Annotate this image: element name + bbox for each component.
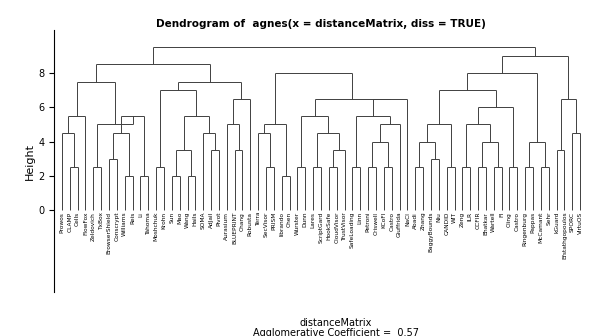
Text: Castro: Castro xyxy=(515,212,520,231)
Text: Conscrypt: Conscrypt xyxy=(115,212,119,242)
Text: Li: Li xyxy=(138,212,143,217)
Text: Pivot: Pivot xyxy=(217,212,221,226)
Text: Wartell: Wartell xyxy=(491,212,496,233)
Text: Moshchuk: Moshchuk xyxy=(154,212,158,241)
Text: PRISM: PRISM xyxy=(271,212,277,230)
Text: CloudVisor: CloudVisor xyxy=(334,212,339,243)
Text: KCoFI: KCoFI xyxy=(382,212,386,228)
Text: SOMA: SOMA xyxy=(201,212,206,229)
Text: CANDID: CANDID xyxy=(444,212,449,235)
Text: BaggyBounds: BaggyBounds xyxy=(428,212,433,252)
Text: Zeng: Zeng xyxy=(460,212,465,227)
Text: Linn: Linn xyxy=(358,212,363,224)
Text: Ringenburg: Ringenburg xyxy=(523,212,527,246)
Text: Tahoma: Tahoma xyxy=(146,212,151,235)
Text: distanceMatrix: distanceMatrix xyxy=(300,318,372,328)
Text: Efstathgopoulos: Efstathgopoulos xyxy=(562,212,567,259)
Text: Reis: Reis xyxy=(130,212,135,224)
Text: Pappas: Pappas xyxy=(530,212,536,233)
Text: Williams: Williams xyxy=(122,212,127,237)
Text: Zeldovich: Zeldovich xyxy=(91,212,96,241)
Title: Dendrogram of  agnes(x = distanceMatrix, diss = TRUE): Dendrogram of agnes(x = distanceMatrix, … xyxy=(156,19,486,30)
Text: Niu: Niu xyxy=(436,212,441,222)
Text: NaCl: NaCl xyxy=(405,212,410,226)
Text: Sun: Sun xyxy=(169,212,174,223)
Text: librando: librando xyxy=(279,212,284,236)
Text: Terra: Terra xyxy=(256,212,260,226)
Text: Wurster: Wurster xyxy=(295,212,300,235)
Text: Aurasium: Aurasium xyxy=(224,212,229,240)
Text: SafeLoading: SafeLoading xyxy=(350,212,355,248)
Text: Chen: Chen xyxy=(287,212,292,227)
Text: Wang: Wang xyxy=(185,212,190,228)
Text: Criswell: Criswell xyxy=(373,212,379,235)
Text: Prowos: Prowos xyxy=(59,212,64,233)
Text: kGuard: kGuard xyxy=(554,212,559,233)
Text: Cling: Cling xyxy=(507,212,512,226)
Text: HookSafe: HookSafe xyxy=(326,212,331,240)
Text: Bhatkar: Bhatkar xyxy=(484,212,488,235)
Text: Petroni: Petroni xyxy=(365,212,371,232)
Text: Hails: Hails xyxy=(193,212,198,226)
Text: Zhang: Zhang xyxy=(421,212,425,230)
Text: Cells: Cells xyxy=(75,212,80,226)
Text: TxBox: TxBox xyxy=(98,212,104,230)
Y-axis label: Height: Height xyxy=(25,143,35,180)
Text: Giuffrida: Giuffrida xyxy=(397,212,402,238)
Text: Mao: Mao xyxy=(177,212,182,224)
Text: BLUEPRINT: BLUEPRINT xyxy=(232,212,237,244)
Text: Dunn: Dunn xyxy=(303,212,308,227)
Text: SecVisor: SecVisor xyxy=(263,212,269,237)
Text: FlowFox: FlowFox xyxy=(83,212,88,235)
Text: AdJail: AdJail xyxy=(209,212,214,228)
Text: Agglomerative Coefficient =  0.57: Agglomerative Coefficient = 0.57 xyxy=(253,328,419,336)
Text: Robusta: Robusta xyxy=(248,212,253,236)
Text: ScriptGard: ScriptGard xyxy=(319,212,323,243)
Text: ILR: ILR xyxy=(468,212,473,221)
Text: SPORC: SPORC xyxy=(570,212,575,232)
Text: Lares: Lares xyxy=(311,212,316,228)
Text: Chang: Chang xyxy=(240,212,245,230)
Text: VirtuOS: VirtuOS xyxy=(578,212,583,234)
Text: TrustVisor: TrustVisor xyxy=(342,212,347,241)
Text: CCFIR: CCFIR xyxy=(476,212,481,229)
Text: CLAMP: CLAMP xyxy=(67,212,72,232)
Text: Sehr: Sehr xyxy=(546,212,551,225)
Text: WIT: WIT xyxy=(452,212,457,223)
Text: McCamant: McCamant xyxy=(538,212,544,243)
Text: Abadi: Abadi xyxy=(413,212,418,228)
Text: Castro: Castro xyxy=(389,212,394,231)
Text: BrowserShield: BrowserShield xyxy=(106,212,112,254)
Text: FI: FI xyxy=(499,212,504,217)
Text: Krohn: Krohn xyxy=(161,212,166,229)
